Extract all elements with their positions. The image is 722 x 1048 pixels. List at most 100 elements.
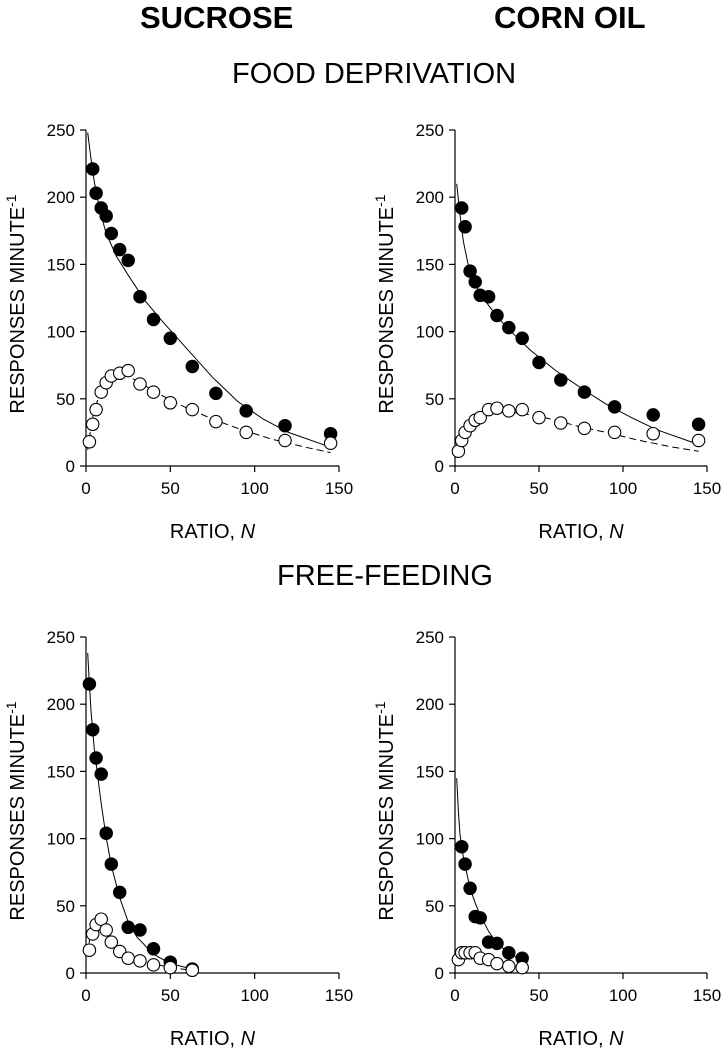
free-feeding-sucrose-point-filled xyxy=(99,826,113,840)
free-feeding-sucrose-point-open xyxy=(94,912,108,926)
free-feeding-corn-oil-point-filled xyxy=(490,936,504,951)
free-feeding-sucrose-point-filled xyxy=(85,722,100,737)
food-deprivation-corn-oil-y-tick-label: 100 xyxy=(416,323,444,342)
free-feeding-corn-oil-x-axis-label: RATIO, N xyxy=(538,1028,624,1048)
free-feeding-sucrose-point-open xyxy=(121,951,135,965)
free-feeding-sucrose-y-tick-label: 150 xyxy=(47,762,75,781)
food-deprivation-corn-oil-point-open xyxy=(577,421,592,436)
free-feeding-sucrose-y-tick-label: 250 xyxy=(47,628,75,647)
food-deprivation-corn-oil-x-tick-label: 150 xyxy=(693,479,721,498)
food-deprivation-sucrose-point-filled xyxy=(112,242,127,257)
food-deprivation-sucrose-y-tick-label: 100 xyxy=(47,323,75,342)
free-feeding-sucrose-y-tick-label: 200 xyxy=(47,695,75,714)
food-deprivation-sucrose-x-tick-label: 100 xyxy=(240,479,268,498)
food-deprivation-corn-oil-point-filled xyxy=(502,320,516,335)
free-feeding-corn-oil-y-tick-label: 150 xyxy=(416,762,444,781)
free-feeding-sucrose-point-filled xyxy=(121,920,135,935)
food-deprivation-sucrose-point-open xyxy=(209,414,223,429)
free-feeding-sucrose-x-axis-label: RATIO, N xyxy=(170,1028,256,1048)
free-feeding-sucrose-x-tick-label: 100 xyxy=(240,986,268,1005)
food-deprivation-corn-oil-fit-solid xyxy=(456,183,699,445)
food-deprivation-sucrose-y-tick-label: 0 xyxy=(66,457,75,476)
food-deprivation-corn-oil-point-open xyxy=(515,402,529,417)
free-feeding-corn-oil-x-tick-label: 150 xyxy=(693,986,721,1005)
food-deprivation-sucrose-point-filled xyxy=(121,253,135,268)
food-deprivation-sucrose-x-tick-label: 150 xyxy=(325,479,353,498)
food-deprivation-sucrose-point-open xyxy=(82,435,97,449)
food-deprivation-sucrose-point-open xyxy=(133,377,147,391)
food-deprivation-sucrose-point-open xyxy=(239,425,253,440)
food-deprivation-corn-oil-point-filled xyxy=(468,275,482,289)
free-feeding-sucrose-point-filled xyxy=(82,677,97,691)
free-feeding-sucrose-y-axis-label: RESPONSES MINUTE-1 xyxy=(3,701,29,920)
free-feeding-corn-oil-y-tick-label: 250 xyxy=(416,628,444,647)
food-deprivation-corn-oil-point-open xyxy=(554,416,568,430)
column-heading-sucrose: SUCROSE xyxy=(140,0,294,35)
free-feeding-sucrose-y-tick-label: 50 xyxy=(56,897,75,916)
food-deprivation-corn-oil-y-axis-label: RESPONSES MINUTE-1 xyxy=(372,194,398,413)
food-deprivation-corn-oil-fit-dashed xyxy=(456,411,699,456)
free-feeding-sucrose-point-filled xyxy=(146,942,161,956)
free-feeding-sucrose-x-tick-label: 0 xyxy=(81,986,90,1005)
column-heading-corn-oil: CORN OIL xyxy=(494,0,646,35)
free-feeding-sucrose-y-tick-label: 100 xyxy=(47,830,75,849)
free-feeding-corn-oil-y-tick-label: 50 xyxy=(425,897,444,916)
food-deprivation-corn-oil-point-open xyxy=(691,433,706,448)
food-deprivation-sucrose-point-filled xyxy=(99,209,113,223)
free-feeding-sucrose-point-open xyxy=(146,958,161,972)
free-feeding-corn-oil-point-filled xyxy=(463,881,477,896)
row-heading-food-deprivation: FOOD DEPRIVATION xyxy=(232,58,517,90)
food-deprivation-corn-oil-x-tick-label: 50 xyxy=(530,479,549,498)
food-deprivation-corn-oil-point-open xyxy=(607,425,622,440)
food-deprivation-sucrose-y-tick-label: 200 xyxy=(47,188,75,207)
food-deprivation-corn-oil-point-filled xyxy=(458,220,472,234)
food-deprivation-sucrose-point-open xyxy=(146,385,161,399)
free-feeding-corn-oil-y-tick-label: 200 xyxy=(416,695,444,714)
food-deprivation-sucrose-point-filled xyxy=(85,162,100,176)
food-deprivation-sucrose-point-open xyxy=(85,417,100,432)
food-deprivation-sucrose-point-open xyxy=(185,402,200,417)
food-deprivation-sucrose-fit-solid xyxy=(87,132,331,448)
food-deprivation-sucrose-point-filled xyxy=(185,359,200,374)
free-feeding-sucrose-y-tick-label: 0 xyxy=(66,964,75,983)
food-deprivation-corn-oil-point-open xyxy=(490,401,504,415)
free-feeding-corn-oil-point-filled xyxy=(458,857,472,871)
free-feeding-sucrose-point-filled xyxy=(89,751,103,765)
food-deprivation-corn-oil-x-tick-label: 100 xyxy=(609,479,637,498)
food-deprivation-corn-oil-y-tick-label: 150 xyxy=(416,255,444,274)
food-deprivation-sucrose-x-tick-label: 0 xyxy=(81,479,90,498)
free-feeding-corn-oil-point-open xyxy=(515,960,529,975)
food-deprivation-corn-oil-point-filled xyxy=(577,385,592,399)
free-feeding-corn-oil-point-open xyxy=(490,956,504,971)
free-feeding-corn-oil-x-tick-label: 50 xyxy=(530,986,549,1005)
food-deprivation-corn-oil-y-tick-label: 200 xyxy=(416,188,444,207)
food-deprivation-corn-oil-point-open xyxy=(473,410,487,425)
food-deprivation-corn-oil-point-open xyxy=(502,404,516,418)
food-deprivation-corn-oil-point-filled xyxy=(607,400,622,414)
food-deprivation-sucrose-point-filled xyxy=(163,331,178,346)
free-feeding-sucrose-x-tick-label: 50 xyxy=(161,986,180,1005)
free-feeding-sucrose-point-open xyxy=(185,963,200,978)
free-feeding-sucrose-point-open xyxy=(104,935,119,949)
free-feeding-sucrose-point-filled xyxy=(94,767,108,781)
food-deprivation-corn-oil-point-open xyxy=(646,426,660,441)
food-deprivation-corn-oil-point-filled xyxy=(454,201,469,215)
food-deprivation-corn-oil-x-tick-label: 0 xyxy=(450,479,459,498)
free-feeding-corn-oil-y-axis-label: RESPONSES MINUTE-1 xyxy=(372,701,398,920)
free-feeding-corn-oil-x-tick-label: 0 xyxy=(450,986,459,1005)
food-deprivation-sucrose-point-filled xyxy=(278,418,292,433)
food-deprivation-sucrose-x-axis-label: RATIO, N xyxy=(170,521,256,543)
free-feeding-sucrose-point-open xyxy=(99,923,113,937)
free-feeding-corn-oil-point-filled xyxy=(454,839,469,854)
food-deprivation-corn-oil-point-filled xyxy=(554,373,568,387)
food-deprivation-sucrose-fit-dashed xyxy=(87,375,331,454)
food-deprivation-corn-oil-x-axis-label: RATIO, N xyxy=(538,521,624,543)
food-deprivation-sucrose-point-filled xyxy=(133,289,147,304)
food-deprivation-sucrose-point-filled xyxy=(209,386,223,401)
row-heading-free-feeding: FREE-FEEDING xyxy=(277,560,493,592)
food-deprivation-sucrose-point-open xyxy=(121,363,135,378)
free-feeding-corn-oil-point-open xyxy=(502,959,516,974)
food-deprivation-corn-oil-point-filled xyxy=(515,331,529,346)
free-feeding-corn-oil-point-filled xyxy=(473,911,487,925)
